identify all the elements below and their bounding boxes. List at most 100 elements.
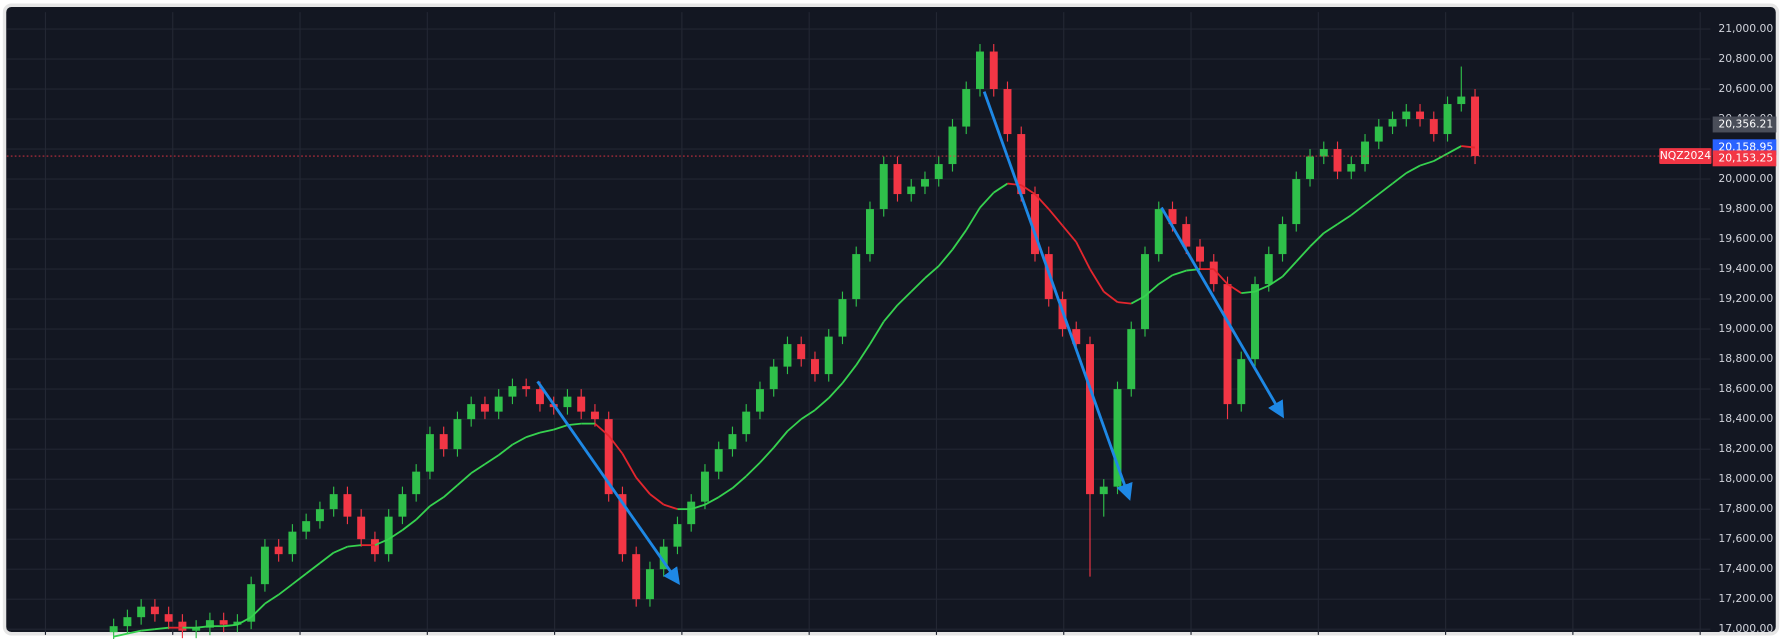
candle-body	[329, 494, 338, 510]
y-tick-label: 19,000.00	[1718, 322, 1773, 335]
y-tick-label: 18,400.00	[1718, 412, 1773, 425]
moving-average-segment	[1364, 193, 1380, 206]
moving-average-segment	[718, 487, 733, 498]
candle-body	[109, 626, 118, 633]
moving-average-segment	[883, 304, 899, 323]
candle-body	[989, 51, 998, 90]
candle-body	[508, 386, 517, 397]
candle-body	[260, 546, 269, 585]
candle-body	[604, 419, 613, 495]
candle-body	[412, 471, 421, 495]
candle-body	[893, 164, 902, 195]
candle-body	[467, 404, 476, 420]
candle-body	[1099, 486, 1108, 495]
candle-body	[742, 411, 751, 435]
candle-body	[714, 449, 723, 472]
candle-body	[315, 509, 324, 522]
trend-arrow	[982, 91, 1133, 501]
moving-average-segment	[731, 475, 747, 489]
moving-average-segment	[993, 182, 1008, 194]
moving-average-segment	[910, 277, 926, 293]
moving-average-segment	[305, 562, 321, 575]
moving-average-segment	[113, 632, 128, 638]
candle-body	[769, 366, 778, 390]
moving-average-segment	[1461, 145, 1476, 149]
candle-body	[137, 606, 146, 618]
candle-body	[1278, 224, 1287, 255]
candle-body	[1182, 224, 1191, 247]
trend-arrow	[1160, 206, 1284, 419]
candle-body	[659, 546, 668, 570]
candle-body	[123, 617, 132, 627]
moving-average-segment	[663, 503, 678, 511]
candle-body	[934, 164, 943, 180]
moving-average-segment	[1172, 269, 1187, 276]
candle-body	[1292, 179, 1301, 225]
moving-average-segment	[745, 461, 761, 477]
candle-body	[522, 386, 531, 390]
moving-average-segment	[786, 418, 802, 432]
moving-average-segment	[141, 628, 156, 632]
moving-average-segment	[1337, 214, 1352, 225]
trend-arrow	[536, 380, 680, 586]
candle-body	[838, 299, 847, 337]
price-axis: 17,000.00 17,200.00 17,400.00 17,600.00 17,8…	[1659, 22, 1777, 635]
price-label-box	[1712, 150, 1777, 167]
y-tick-label: 20,600.00	[1718, 82, 1773, 95]
candle-body	[164, 614, 173, 622]
candle-body	[1086, 344, 1094, 495]
moving-average-segment	[388, 529, 403, 540]
moving-average-segment	[196, 625, 211, 629]
moving-average-segment	[443, 484, 459, 498]
price-label: 20,158.95	[1718, 140, 1773, 153]
candle-body	[480, 404, 489, 412]
moving-average-segment	[649, 493, 665, 506]
candle-body	[370, 539, 379, 555]
candle-body	[783, 344, 792, 367]
moving-average-segment	[1144, 283, 1160, 297]
moving-average-segment	[1254, 284, 1270, 293]
candle-body	[1264, 254, 1273, 285]
moving-average-segment	[401, 518, 417, 531]
candle-body	[1154, 209, 1163, 255]
candle-body	[1113, 389, 1122, 487]
candle-body	[1347, 164, 1356, 172]
candle-body	[274, 546, 283, 555]
candle-body	[1443, 104, 1452, 135]
annotations	[536, 91, 1284, 586]
symbol-label: NQZ2024	[1660, 149, 1712, 162]
candle-body	[1196, 246, 1204, 262]
candle-body	[1388, 119, 1397, 127]
moving-average-segment	[841, 364, 857, 384]
moving-average-segment	[498, 443, 513, 456]
candle-body	[494, 396, 503, 412]
moving-average-segment	[333, 545, 348, 554]
moving-average-segment	[594, 422, 610, 437]
moving-average-segment	[979, 191, 995, 209]
candle-body	[632, 554, 641, 600]
candle-body	[247, 584, 256, 622]
candle-body	[1031, 194, 1039, 255]
moving-average-segment	[484, 454, 500, 465]
moving-average-segment	[1295, 245, 1311, 263]
y-tick-label: 18,600.00	[1718, 382, 1773, 395]
moving-average-segment	[1268, 275, 1284, 287]
moving-average-segment	[567, 422, 582, 427]
candle-body	[865, 209, 874, 255]
candle-body	[1429, 119, 1438, 135]
candle-body	[577, 396, 586, 412]
candle-body	[948, 126, 957, 165]
moving-average-segment	[456, 472, 472, 486]
y-tick-label: 17,200.00	[1718, 592, 1773, 605]
candle-body	[700, 471, 709, 502]
moving-average-segment	[1103, 290, 1119, 303]
candle-body	[1402, 111, 1411, 120]
candle-body	[219, 620, 228, 625]
y-tick-label: 17,400.00	[1718, 562, 1773, 575]
moving-average-segment	[1419, 160, 1435, 167]
moving-average-segment	[951, 229, 967, 251]
moving-average-segment	[1213, 268, 1229, 285]
candle-body	[907, 186, 916, 195]
candle-body	[1141, 254, 1149, 330]
moving-average-segment	[938, 249, 954, 267]
